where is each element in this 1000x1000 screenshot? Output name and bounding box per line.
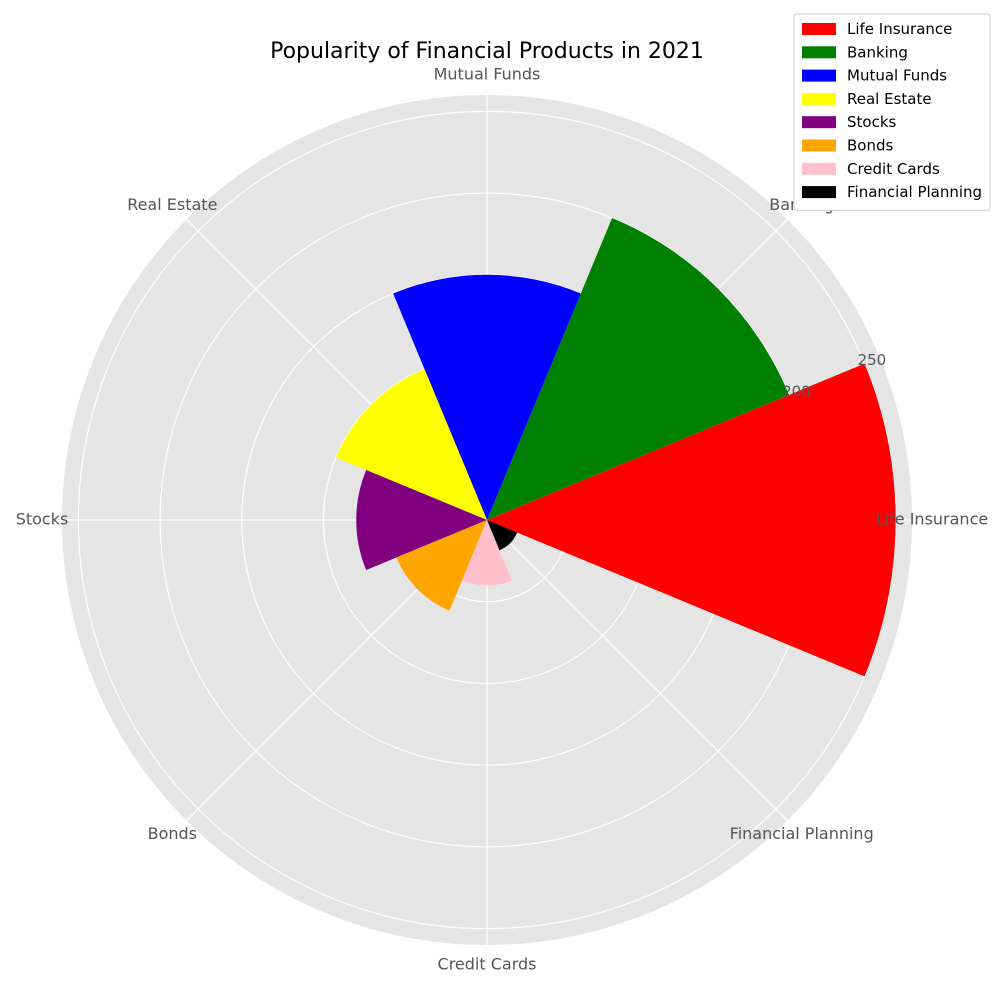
legend: Life Insurance Banking Mutual Funds Real Es… [793, 13, 991, 211]
bar-banking [487, 217, 790, 520]
bar-financial-planning [487, 520, 518, 551]
radial-tick-labels: 200 250 [782, 351, 886, 400]
legend-label-life-insurance: Life Insurance [847, 20, 952, 38]
category-label-credit-cards: Credit Cards [438, 955, 537, 974]
legend-swatch-financial-planning [802, 186, 836, 199]
category-label-mutual-funds: Mutual Funds [434, 65, 541, 84]
category-label-bonds: Bonds [148, 824, 197, 843]
legend-label-mutual-funds: Mutual Funds [847, 67, 947, 85]
category-label-stocks: Stocks [16, 510, 69, 529]
legend-swatch-banking [802, 46, 836, 59]
legend-label-banking: Banking [847, 43, 908, 61]
bar-mutual-funds [393, 274, 581, 520]
legend-label-real-estate: Real Estate [847, 90, 932, 108]
radial-tick-label-200: 200 [782, 382, 811, 400]
legend-swatch-credit-cards [802, 162, 836, 175]
legend-label-credit-cards: Credit Cards [847, 160, 940, 178]
grid-spoke-7 [486, 519, 788, 821]
bars [335, 217, 896, 677]
chart-title: Popularity of Financial Products in 2021 [270, 39, 704, 64]
bar-stocks [356, 469, 487, 571]
legend-swatch-life-insurance [802, 23, 836, 35]
legend-label-bonds: Bonds [847, 137, 893, 155]
bar-bonds [396, 520, 487, 611]
category-label-real-estate: Real Estate [127, 195, 217, 214]
legend-swatch-bonds [802, 139, 836, 152]
bar-real-estate [335, 368, 487, 520]
legend-swatch-stocks [802, 116, 836, 129]
bar-credit-cards [461, 520, 513, 586]
category-label-life-insurance: Life Insurance [876, 510, 988, 529]
legend-label-stocks: Stocks [847, 113, 897, 131]
radial-tick-label-250: 250 [858, 351, 887, 369]
legend-swatch-real-estate [802, 92, 836, 105]
legend-swatch-mutual-funds [802, 69, 836, 82]
bar-life-insurance [487, 363, 896, 677]
legend-label-financial-planning: Financial Planning [847, 183, 982, 201]
category-label-financial-planning: Financial Planning [730, 824, 874, 843]
legend-frame [793, 13, 991, 211]
